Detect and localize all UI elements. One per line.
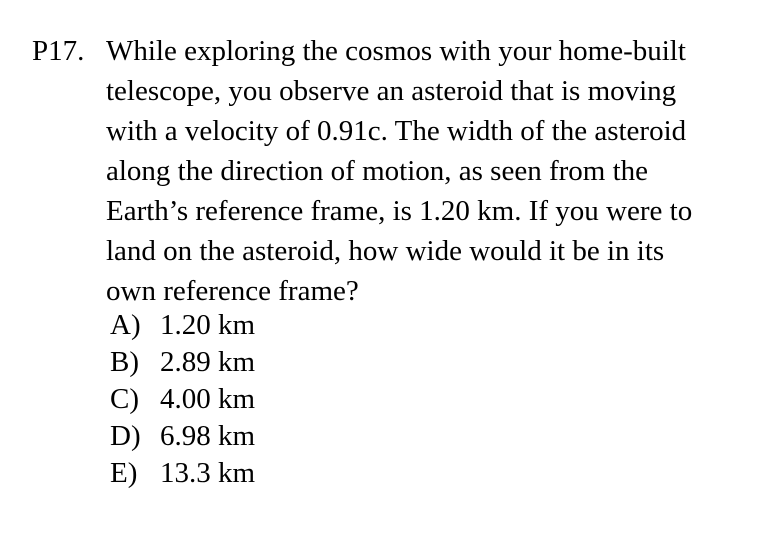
choice-letter: D) <box>110 420 141 452</box>
choice-value: 4.00 km <box>160 383 256 415</box>
question-line: land on the asteroid, how wide would it … <box>106 235 665 267</box>
choice-value: 2.89 km <box>160 346 256 378</box>
choice-letter: C) <box>110 383 139 415</box>
question-line: Earth’s reference frame, is 1.20 km. If … <box>106 195 693 227</box>
choice-letter: B) <box>110 346 139 378</box>
choice-value: 13.3 km <box>160 457 256 489</box>
choice-c: C) 4.00 km <box>110 381 255 418</box>
choice-letter: E) <box>110 457 138 489</box>
choice-a: A) 1.20 km <box>110 307 255 344</box>
question-line: along the direction of motion, as seen f… <box>106 155 648 187</box>
question-text: While exploring the cosmos with your hom… <box>106 31 766 311</box>
choice-e: E) 13.3 km <box>110 455 255 492</box>
problem-number: P17. <box>32 35 85 67</box>
choice-d: D) 6.98 km <box>110 418 255 455</box>
question-line: telescope, you observe an asteroid that … <box>106 75 677 107</box>
question-line: own reference frame? <box>106 275 359 307</box>
choice-value: 1.20 km <box>160 309 256 341</box>
choice-value: 6.98 km <box>160 420 256 452</box>
question-line: While exploring the cosmos with your hom… <box>106 35 686 67</box>
question-line: with a velocity of 0.91c. The width of t… <box>106 115 687 147</box>
choice-letter: A) <box>110 309 141 341</box>
choice-b: B) 2.89 km <box>110 344 255 381</box>
answer-choices: A) 1.20 km B) 2.89 km C) 4.00 km D) 6.98 km … <box>110 307 255 492</box>
